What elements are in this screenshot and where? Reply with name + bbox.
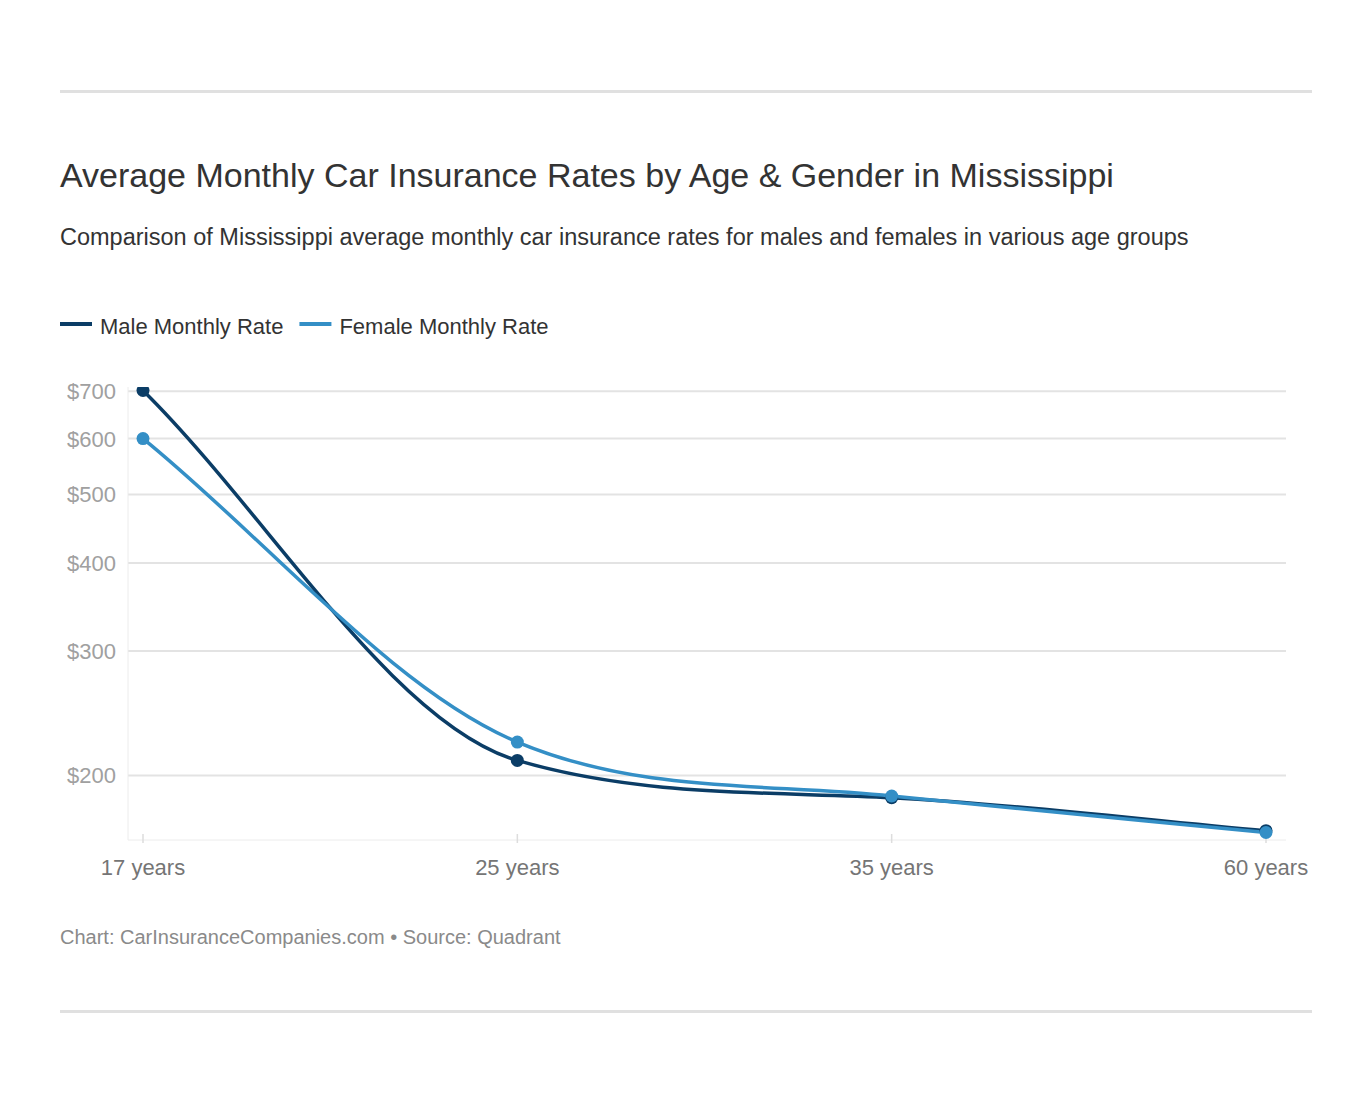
- y-tick-label: $300: [67, 639, 116, 664]
- grid-line: [128, 390, 1286, 392]
- y-tick-label: $700: [67, 379, 116, 404]
- grid-line: [128, 774, 1286, 776]
- y-tick-label: $400: [67, 551, 116, 576]
- grid-line: [128, 493, 1286, 495]
- x-tick-label: 25 years: [475, 855, 559, 880]
- y-tick-label: $600: [67, 427, 116, 452]
- legend-label: Female Monthly Rate: [339, 314, 548, 339]
- top-rule: [60, 90, 1312, 93]
- x-tick-label: 17 years: [101, 855, 185, 880]
- legend-label: Male Monthly Rate: [100, 314, 283, 339]
- y-tick-label: $200: [67, 763, 116, 788]
- y-axis-line: [128, 387, 129, 840]
- bottom-rule: [60, 1010, 1312, 1013]
- chart: Average Monthly Car Insurance Rates by A…: [0, 0, 1372, 1104]
- legend-swatch: [60, 322, 92, 326]
- x-axis-line: [128, 840, 1286, 841]
- x-tick: [142, 834, 144, 843]
- title: Average Monthly Car Insurance Rates by A…: [60, 156, 1114, 194]
- point: [885, 790, 898, 803]
- subtitle: Comparison of Mississippi average monthl…: [60, 224, 1189, 250]
- grid-line: [128, 562, 1286, 564]
- grid-line: [128, 438, 1286, 440]
- legend-item: Female Monthly Rate: [299, 314, 548, 339]
- x-tick: [517, 834, 519, 843]
- point: [511, 754, 524, 767]
- legend-item: Male Monthly Rate: [60, 314, 283, 339]
- x-tick-label: 60 years: [1224, 855, 1308, 880]
- point: [137, 432, 150, 445]
- grid-line: [128, 650, 1286, 652]
- plot-area: [137, 387, 1273, 839]
- point: [511, 736, 524, 749]
- y-tick-label: $500: [67, 482, 116, 507]
- source: Chart: CarInsuranceCompanies.com • Sourc…: [60, 926, 561, 948]
- point: [137, 387, 150, 397]
- series-line: [143, 439, 1266, 833]
- legend-swatch: [299, 322, 331, 326]
- point: [1260, 826, 1273, 839]
- x-tick-label: 35 years: [849, 855, 933, 880]
- series-line: [143, 390, 1266, 830]
- x-tick: [891, 834, 893, 843]
